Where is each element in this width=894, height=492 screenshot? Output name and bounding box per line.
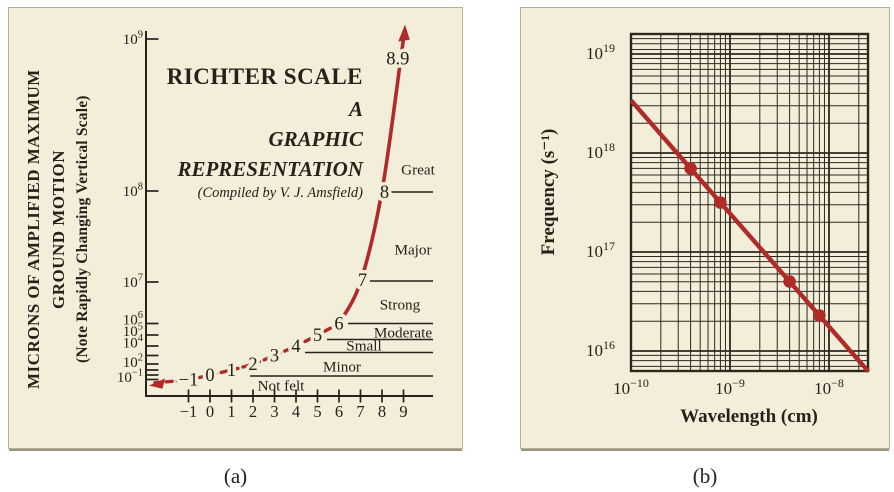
zone-label: Great <box>401 162 436 179</box>
curve-magnitude-label: 0 <box>205 366 214 386</box>
caption-a: (a) <box>223 464 248 488</box>
curve-arrowhead-left <box>149 378 165 389</box>
y-tick-label: 1019 <box>586 41 615 63</box>
zone-label: Major <box>394 242 431 259</box>
y-tick-label: 109 <box>123 30 143 48</box>
x-tick-label: 8 <box>378 402 386 421</box>
data-point-dot <box>714 196 727 209</box>
x-tick-label: 10−10 <box>613 376 649 398</box>
curve-arrowhead-top <box>398 24 410 42</box>
curve-magnitude-label: 2 <box>248 355 257 375</box>
curve-magnitude-label: 7 <box>358 271 367 291</box>
richter-curve-solid <box>337 36 406 326</box>
curve-magnitude-label: 4 <box>291 337 300 357</box>
y-tick-label: 105 <box>123 322 143 340</box>
curve-magnitude-label: 6 <box>334 315 343 335</box>
y-axis-title-line-2: GROUND MOTION <box>49 149 68 309</box>
y-tick-label: 10−1 <box>117 368 143 386</box>
x-tick-label: 1 <box>227 402 235 421</box>
y-axis-title-note: (Note Rapidly Changing Vertical Scale) <box>74 95 91 363</box>
y-tick-label: 104 <box>123 333 144 351</box>
chart-title: RICHTER SCALE <box>166 64 363 89</box>
loglog-chart-canvas: 1019 1018 1017 1016 10−10 10−9 10−8 <box>586 32 871 398</box>
zone-label: Small <box>346 338 381 355</box>
y-tick-label: 108 <box>123 182 143 200</box>
x-tick-label: −1 <box>180 402 198 421</box>
richter-curve-dashed <box>153 321 341 385</box>
y-tick-label: 1016 <box>586 338 615 360</box>
frequency-axis-title: Frequency (s⁻¹) <box>538 128 559 256</box>
panel-a-y-axis-title: MICRONS OF AMPLIFIED MAXIMUM GROUND MOTI… <box>21 20 95 438</box>
y-tick-label: 102 <box>123 353 143 371</box>
y-axis-title-line-1: MICRONS OF AMPLIFIED MAXIMUM <box>24 69 43 389</box>
x-tick-label: 2 <box>249 402 257 421</box>
zone-label: Strong <box>380 297 421 314</box>
chart-subtitle-line-3: REPRESENTATION <box>177 157 363 181</box>
data-point-dot <box>813 309 826 322</box>
data-point-dot <box>783 275 796 288</box>
curve-magnitude-label: 1 <box>227 361 236 381</box>
caption-b: (b) <box>692 464 718 488</box>
chart-credit: (Compiled by V. J. Amsfield) <box>197 185 363 201</box>
y-tick-label: 107 <box>123 273 143 291</box>
x-tick-label: 0 <box>206 402 214 421</box>
axis-spine <box>145 31 433 397</box>
zone-label: Moderate <box>374 325 432 342</box>
panel-a-title-block: RICHTER SCALE A GRAPHIC REPRESENTATION (… <box>167 63 363 203</box>
zone-label: Not felt <box>258 378 306 395</box>
panel-a: MICRONS OF AMPLIFIED MAXIMUM GROUND MOTI… <box>8 7 463 449</box>
curve-magnitude-label: 3 <box>270 347 279 367</box>
wavelength-axis-title: Wavelength (cm) <box>680 406 818 427</box>
curve-magnitude-label: −1 <box>179 371 199 391</box>
y-tick-label: 1018 <box>586 140 615 162</box>
chart-subtitle-line-1: A <box>348 97 363 121</box>
frequency-wavelength-line <box>629 98 871 374</box>
zone-label: Minor <box>323 359 361 376</box>
panel-b: Frequency (s⁻¹) Wavelength (cm) 1019 1018… <box>520 7 890 449</box>
y-tick-label: 106 <box>123 310 143 328</box>
x-tick-label: 10−8 <box>814 376 844 398</box>
x-tick-label: 6 <box>335 402 343 421</box>
x-tick-label: 7 <box>356 402 364 421</box>
x-tick-label: 5 <box>313 402 321 421</box>
curve-magnitude-label: 8.9 <box>386 50 409 70</box>
x-tick-label: 3 <box>270 402 278 421</box>
curve-magnitude-label: 8 <box>380 183 389 203</box>
chart-subtitle-line-2: GRAPHIC <box>268 127 363 151</box>
grid-border <box>629 32 870 373</box>
y-tick-label: 1017 <box>586 239 615 261</box>
x-tick-label: 9 <box>399 402 407 421</box>
curve-magnitude-label: 5 <box>313 326 322 346</box>
x-tick-label: 4 <box>292 402 300 421</box>
x-tick-label: 10−9 <box>715 376 745 398</box>
data-point-dot <box>684 162 697 175</box>
